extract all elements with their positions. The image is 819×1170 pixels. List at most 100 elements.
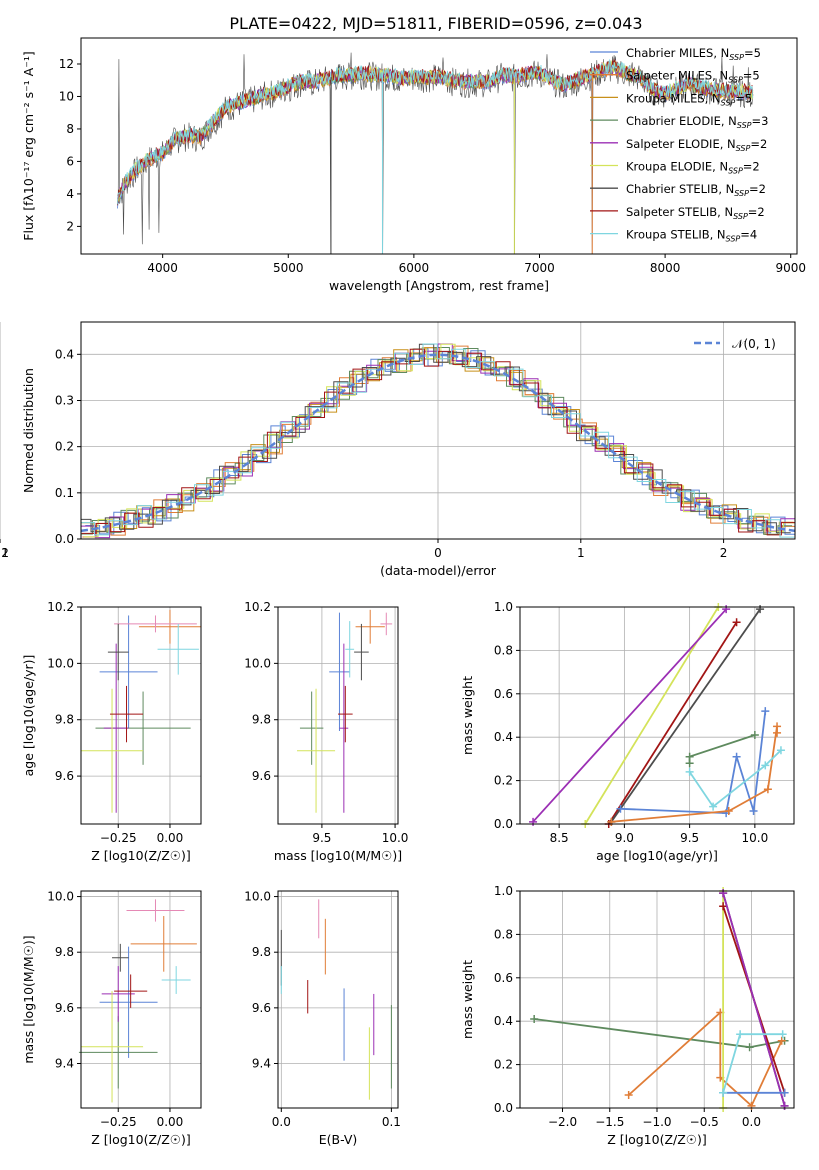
weight-line-kroupa_stelib (688, 749, 782, 808)
x-tick-label: −0.5 (690, 1115, 719, 1129)
x-tick-label: 4000 (147, 261, 178, 275)
spectrum-axes: 4000 5000 6000 7000 8000 9000 2 4 6 8 10 12 waveleng… (21, 51, 806, 293)
mass_vs_ebv-points (280, 899, 392, 1100)
x-tick-label: 0.0 (742, 1115, 761, 1129)
legend-label: Chabrier MILES, NSSP=5 (626, 46, 761, 62)
y-tick-label: 9.6 (252, 769, 271, 783)
data-point-chabrier_elodie (78, 1016, 158, 1089)
weight-marker (749, 806, 758, 815)
weight-marker (709, 802, 718, 811)
weight-line-salpeter_elodie (722, 892, 786, 1107)
weight-marker (616, 804, 625, 813)
legend-subscript: SSP (726, 235, 741, 244)
data-point-chabrier_stelib (354, 623, 369, 681)
y-tick-label: 0.4 (494, 1014, 513, 1028)
x-tick-label: 0.1 (382, 1115, 401, 1129)
x-tick-label: 10.0 (741, 831, 768, 845)
weight-marker (750, 731, 759, 740)
data-point-salpeter_stelib (338, 685, 353, 743)
hist-step-salpeter_elodie (81, 343, 795, 539)
hist-step-kroupa_stelib (81, 343, 795, 538)
y-tick-label: 2 (66, 219, 74, 233)
data-point-pink (114, 615, 197, 633)
hist-step-chabrier_miles (85, 348, 795, 535)
x-axis-label: wavelength [Angstrom, rest frame] (329, 278, 549, 293)
weight-line-chabrier_elodie (534, 1018, 785, 1049)
mass_vs_ebv-axes: 0.0 0.1 9.4 9.6 9.8 10.0 E(B-V) (244, 890, 401, 1147)
weight-marker (761, 761, 770, 770)
legend-suffix: =2 (750, 137, 767, 151)
y-axis-label: Flux [fλ10⁻¹⁷ erg cm⁻² s⁻¹ A⁻¹] (21, 51, 36, 240)
y-axis-label: mass [log10(M/M☉)] (21, 935, 36, 1063)
y-tick-label: 9.8 (252, 945, 271, 959)
x-axis-label: mass [log10(M/M☉)] (274, 848, 402, 863)
weight-line-salpeter_elodie (532, 608, 727, 823)
weight-marker (530, 1015, 539, 1024)
x-tick-label: −1.5 (595, 1115, 624, 1129)
hist-steps (81, 343, 795, 539)
y-tick-label: 9.4 (252, 1056, 271, 1070)
x-tick-label: 7000 (524, 261, 555, 275)
y-tick-label: 0.2 (494, 774, 513, 788)
y-tick-label: 1.0 (494, 884, 513, 898)
mass_vs_z-frame (80, 890, 202, 1109)
legend-label: Salpeter STELIB, NSSP=2 (626, 205, 765, 221)
y-tick-label: 9.8 (55, 713, 74, 727)
data-point-chabrier_stelib (112, 943, 129, 972)
data-point-chabrier_miles (99, 615, 158, 729)
weight-marker (777, 1036, 786, 1045)
y-tick-label: 9.6 (55, 769, 74, 783)
data-point-kroupa_elodie (297, 688, 336, 813)
y-tick-label: 0.0 (55, 532, 74, 546)
weight-marker (685, 767, 694, 776)
x-tick-label: −1 (0, 546, 9, 560)
legend-suffix: =5 (744, 46, 761, 60)
legend-label: Chabrier STELIB, NSSP=2 (626, 182, 766, 198)
legend-suffix: =5 (743, 69, 760, 83)
x-tick-label: 0 (434, 546, 442, 560)
spectrum-frame (80, 37, 798, 255)
x-tick-label: −0.25 (100, 1115, 137, 1129)
weight-marker (724, 806, 733, 815)
data-point-salpeter_miles (130, 916, 197, 972)
data-point-salpeter_elodie (339, 643, 349, 813)
spectrum-kroupa_stelib (117, 58, 754, 205)
x-tick-label: −2 (0, 546, 9, 560)
y-tick-label: 9.8 (252, 713, 271, 727)
normal-curve (81, 353, 795, 533)
y-tick-label: 0.6 (494, 687, 513, 701)
data-point-kroupa_stelib (345, 621, 355, 678)
age_vs_z-frame (80, 606, 202, 825)
weight_vs_age-series (529, 603, 785, 828)
y-tick-label: 0.8 (494, 643, 513, 657)
y-axis-label: mass weight (460, 960, 475, 1039)
y-tick-label: 10.0 (47, 890, 74, 904)
y-tick-label: 0.4 (55, 347, 74, 361)
weight-line-salpeter_miles (628, 1010, 783, 1108)
y-tick-label: 10.2 (47, 600, 74, 614)
x-tick-label: 9.5 (312, 831, 331, 845)
y-tick-label: 10.0 (244, 890, 271, 904)
weight-line-chabrier_stelib (610, 608, 761, 823)
x-tick-label: 0.00 (157, 1115, 184, 1129)
weight-line-chabrier_miles (620, 711, 767, 815)
data-point-chabrier_stelib (107, 623, 129, 681)
legend-subscript: SSP (721, 98, 736, 107)
x-axis-label: Z [log10(Z/Z☉)] (91, 848, 191, 863)
y-tick-label: 8 (66, 122, 74, 136)
hist-step-chabrier_elodie (81, 347, 793, 535)
y-tick-label: 10 (59, 89, 74, 103)
weight-marker (732, 752, 741, 761)
y-axis-label: Normed distribution (21, 368, 36, 493)
legend-label: Salpeter MILES, NSSP=5 (626, 69, 760, 85)
x-tick-label: 9000 (775, 261, 806, 275)
x-tick-label: 0.00 (157, 831, 184, 845)
data-point-kroupa_stelib (161, 966, 191, 994)
weight_vs_z-frame (519, 890, 795, 1109)
spectrum-salpeter_stelib (117, 58, 754, 206)
legend-subscript: SSP (733, 212, 748, 221)
weight-marker (624, 1090, 633, 1099)
weight-marker (780, 1088, 789, 1097)
y-tick-label: 9.8 (55, 945, 74, 959)
